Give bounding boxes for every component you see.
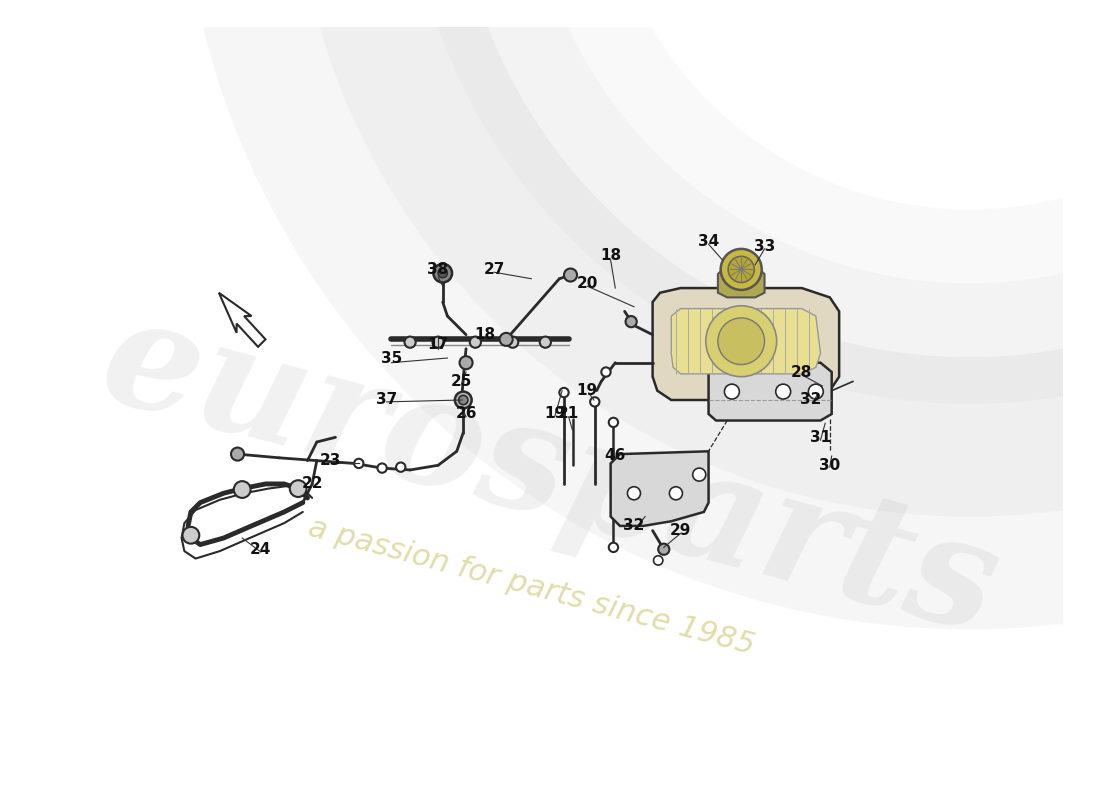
Circle shape [459, 395, 468, 405]
Circle shape [627, 486, 640, 500]
Text: 32: 32 [624, 518, 645, 534]
Text: eurosparts: eurosparts [87, 284, 1013, 666]
Circle shape [289, 480, 307, 497]
Circle shape [499, 333, 513, 346]
Polygon shape [610, 451, 708, 526]
Text: a passion for parts since 1985: a passion for parts since 1985 [305, 513, 758, 660]
Circle shape [507, 337, 518, 348]
Text: 19: 19 [544, 406, 565, 422]
Text: 27: 27 [483, 262, 505, 277]
Circle shape [432, 337, 443, 348]
Circle shape [728, 256, 755, 282]
Text: 20: 20 [576, 276, 598, 291]
Circle shape [590, 398, 600, 406]
Circle shape [234, 481, 251, 498]
Text: 28: 28 [791, 365, 813, 379]
Circle shape [706, 306, 777, 377]
Text: 22: 22 [301, 477, 323, 491]
Circle shape [718, 318, 764, 365]
Text: 19: 19 [576, 383, 598, 398]
Circle shape [460, 356, 473, 370]
Circle shape [231, 447, 244, 461]
Circle shape [658, 544, 670, 555]
Circle shape [693, 468, 706, 481]
Text: 24: 24 [250, 542, 272, 557]
Circle shape [438, 269, 448, 278]
Text: 21: 21 [558, 406, 580, 422]
Circle shape [559, 388, 569, 398]
Circle shape [540, 337, 551, 348]
Circle shape [776, 384, 791, 399]
Text: 30: 30 [820, 458, 840, 473]
Polygon shape [652, 288, 839, 400]
Text: 37: 37 [376, 393, 397, 407]
Circle shape [564, 269, 578, 282]
Polygon shape [708, 362, 832, 421]
Text: 46: 46 [605, 449, 626, 463]
Circle shape [602, 367, 610, 377]
Circle shape [670, 486, 682, 500]
Polygon shape [671, 309, 821, 374]
Polygon shape [718, 265, 764, 298]
Text: 38: 38 [428, 262, 449, 277]
Text: 25: 25 [451, 374, 472, 389]
Text: 18: 18 [474, 327, 495, 342]
Text: 34: 34 [697, 234, 719, 249]
Text: 35: 35 [381, 350, 403, 366]
Text: 23: 23 [320, 453, 341, 468]
Circle shape [396, 462, 406, 472]
Circle shape [808, 384, 823, 399]
Circle shape [405, 337, 416, 348]
Circle shape [183, 527, 199, 544]
Circle shape [470, 337, 481, 348]
Text: 26: 26 [455, 406, 476, 422]
Circle shape [608, 418, 618, 427]
Circle shape [455, 392, 472, 408]
Text: 32: 32 [801, 393, 822, 407]
Text: 31: 31 [810, 430, 832, 445]
Circle shape [354, 458, 363, 468]
Circle shape [626, 316, 637, 327]
Circle shape [377, 463, 387, 473]
Circle shape [725, 384, 739, 399]
Circle shape [720, 249, 761, 290]
Polygon shape [219, 293, 265, 347]
Circle shape [608, 542, 618, 552]
Text: 17: 17 [428, 337, 449, 351]
Circle shape [433, 264, 452, 282]
Circle shape [653, 556, 663, 565]
Text: 29: 29 [670, 523, 691, 538]
Text: 18: 18 [601, 248, 621, 263]
Text: 33: 33 [754, 238, 776, 254]
